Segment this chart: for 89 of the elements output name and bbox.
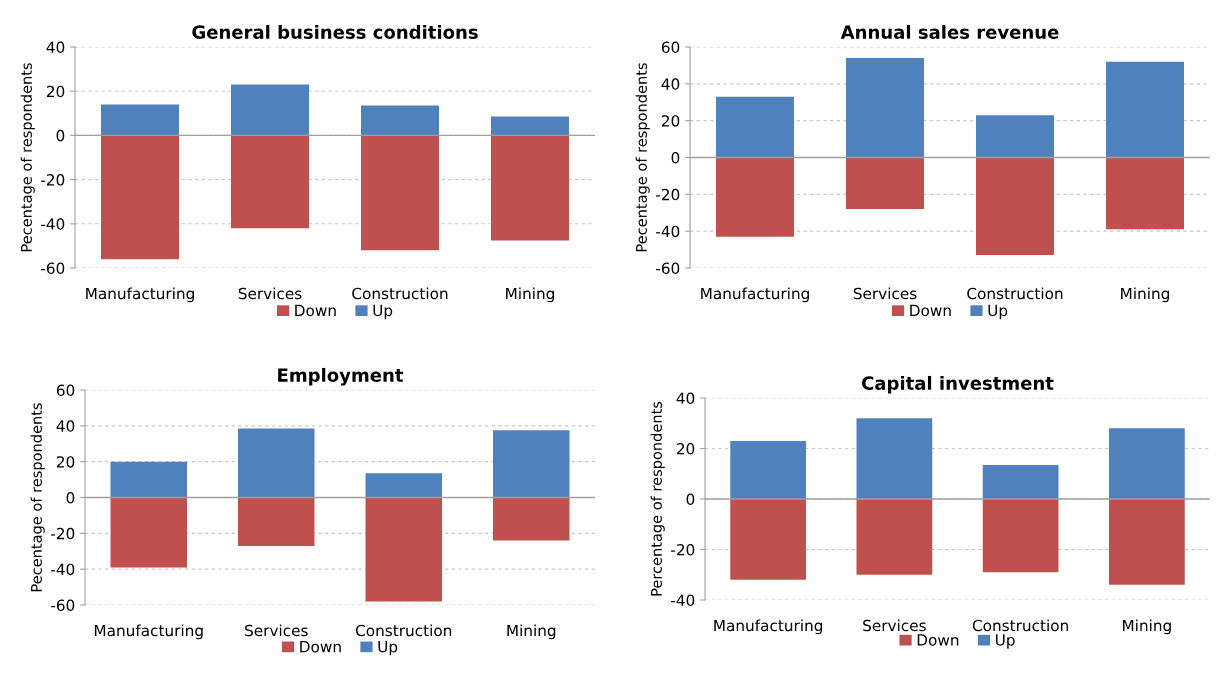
y-tick-label: -60 [41, 262, 65, 275]
bar [730, 440, 806, 499]
bar [976, 157, 1054, 256]
bar [716, 157, 794, 237]
y-tick-label: -40 [41, 218, 65, 230]
bar [1106, 157, 1184, 230]
x-tick-label: Services [238, 287, 302, 300]
bar [365, 497, 442, 602]
bar [1106, 61, 1184, 158]
bar [231, 135, 309, 229]
x-tick-label: Services [853, 287, 917, 300]
x-tick-label: Manufacturing [714, 619, 823, 635]
x-tick-label: Construction [355, 624, 452, 637]
bar [1109, 428, 1185, 499]
bar [730, 499, 806, 580]
y-tick-label: -40 [656, 225, 680, 238]
x-tick-label: Manufacturing [701, 287, 809, 303]
legend-label: Down [295, 304, 336, 317]
bar [846, 58, 924, 158]
bar [361, 135, 439, 251]
y-tick-label: -20 [671, 543, 695, 556]
y-tick-label: 20 [56, 456, 75, 468]
bar [238, 428, 315, 498]
bar [856, 418, 933, 499]
x-tick-label: Manufacturing [86, 287, 194, 303]
x-tick-label: Mining [1121, 287, 1169, 303]
bar [238, 497, 315, 546]
y-axis-title: Pecentage of respondents [30, 403, 45, 592]
x-tick-label: Construction [972, 619, 1068, 632]
y-tick-label: 20 [676, 442, 695, 455]
bar [716, 96, 794, 158]
legend-label: Down [300, 641, 341, 653]
bar [856, 499, 933, 575]
chart-title: General business conditions [192, 24, 478, 39]
y-tick-label: -40 [51, 563, 75, 576]
bar [361, 105, 439, 136]
y-tick-label: -20 [41, 174, 65, 186]
x-tick-label: Construction [967, 287, 1063, 300]
bar [365, 473, 442, 498]
bar [982, 499, 1059, 573]
y-tick-label: 0 [56, 129, 65, 142]
bar [110, 497, 187, 568]
x-tick-label: Construction [352, 287, 448, 300]
bar [493, 430, 570, 498]
legend-label: Down [917, 634, 959, 646]
bar [976, 115, 1054, 158]
y-tick-label: -60 [656, 262, 680, 275]
bar [846, 157, 924, 210]
bar [101, 135, 179, 260]
y-tick-label: -20 [51, 527, 75, 540]
legend-label: Down [910, 304, 951, 317]
y-tick-label: 20 [46, 85, 65, 98]
x-tick-label: Mining [506, 287, 554, 303]
bar [982, 464, 1059, 499]
y-tick-label: 0 [686, 493, 695, 506]
x-tick-label: Mining [1123, 619, 1171, 635]
y-tick-label: -60 [51, 599, 75, 612]
x-tick-label: Services [245, 624, 308, 637]
legend-label: Up [988, 304, 1008, 320]
legend-label: Up [378, 641, 398, 656]
bar [491, 135, 569, 241]
y-tick-label: 40 [676, 392, 695, 405]
chart-title: Employment [278, 367, 404, 386]
y-tick-label: 0 [671, 151, 680, 164]
bar [493, 497, 570, 541]
y-tick-label: 40 [56, 420, 75, 432]
y-tick-label: 40 [661, 78, 680, 90]
y-axis-title: Pecentage of respondents [20, 63, 35, 252]
x-tick-label: Services [863, 619, 926, 632]
y-tick-label: -20 [656, 188, 680, 201]
y-axis-title: Pecentage of respondents [635, 63, 650, 252]
legend-label: Up [996, 634, 1015, 649]
y-tick-label: 60 [661, 41, 680, 54]
x-tick-label: Manufacturing [94, 624, 203, 640]
y-tick-label: 0 [66, 491, 75, 504]
bar [231, 84, 309, 136]
chart-title: Annual sales revenue [840, 24, 1059, 39]
y-axis-title: Percentage of respondents [650, 401, 665, 596]
y-tick-label: 40 [46, 41, 65, 54]
chart-title: Capital investment [861, 375, 1054, 394]
y-tick-label: 60 [56, 384, 75, 397]
y-tick-label: 20 [661, 115, 680, 127]
y-tick-label: -40 [671, 594, 695, 607]
legend-label: Up [373, 304, 393, 320]
bar [491, 116, 569, 136]
bar [110, 461, 187, 498]
bar [1109, 499, 1185, 585]
bar [101, 104, 179, 136]
x-tick-label: Mining [507, 624, 556, 640]
